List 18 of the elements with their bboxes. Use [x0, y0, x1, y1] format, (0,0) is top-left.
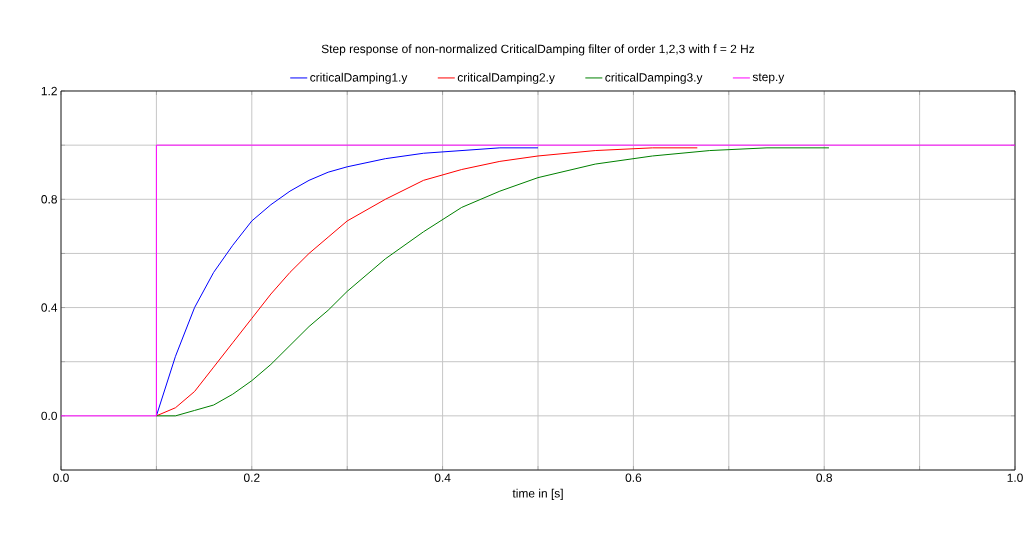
line-series [155, 147, 830, 417]
x-tick-label: 0.8 [816, 473, 832, 482]
line-series [155, 147, 698, 417]
y-tick-label: 0.8 [41, 195, 57, 204]
x-tick-label: 0.2 [243, 473, 260, 482]
x-tick-label: 0.0 [53, 473, 69, 482]
y-tick-label: 0.0 [41, 411, 58, 421]
y-tick-label: 1.2 [41, 86, 57, 96]
legend-label: step.y [752, 73, 785, 84]
chart-title: Step response of non-normalized CriticalDamping filter of order 1,2,3 with f = 2 Hz [321, 44, 755, 56]
x-tick-label: 0.6 [625, 473, 642, 482]
x-tick-label: 1.0 [1007, 473, 1023, 482]
legend-label: criticalDamping3.y [605, 72, 703, 85]
x-tick-label: 0.4 [434, 473, 451, 482]
x-axis-title: time in [s] [512, 488, 563, 500]
y-tick-label: 0.4 [41, 303, 58, 312]
legend-label: criticalDamping2.y [457, 72, 555, 85]
legend-label: criticalDamping1.y [310, 72, 408, 85]
